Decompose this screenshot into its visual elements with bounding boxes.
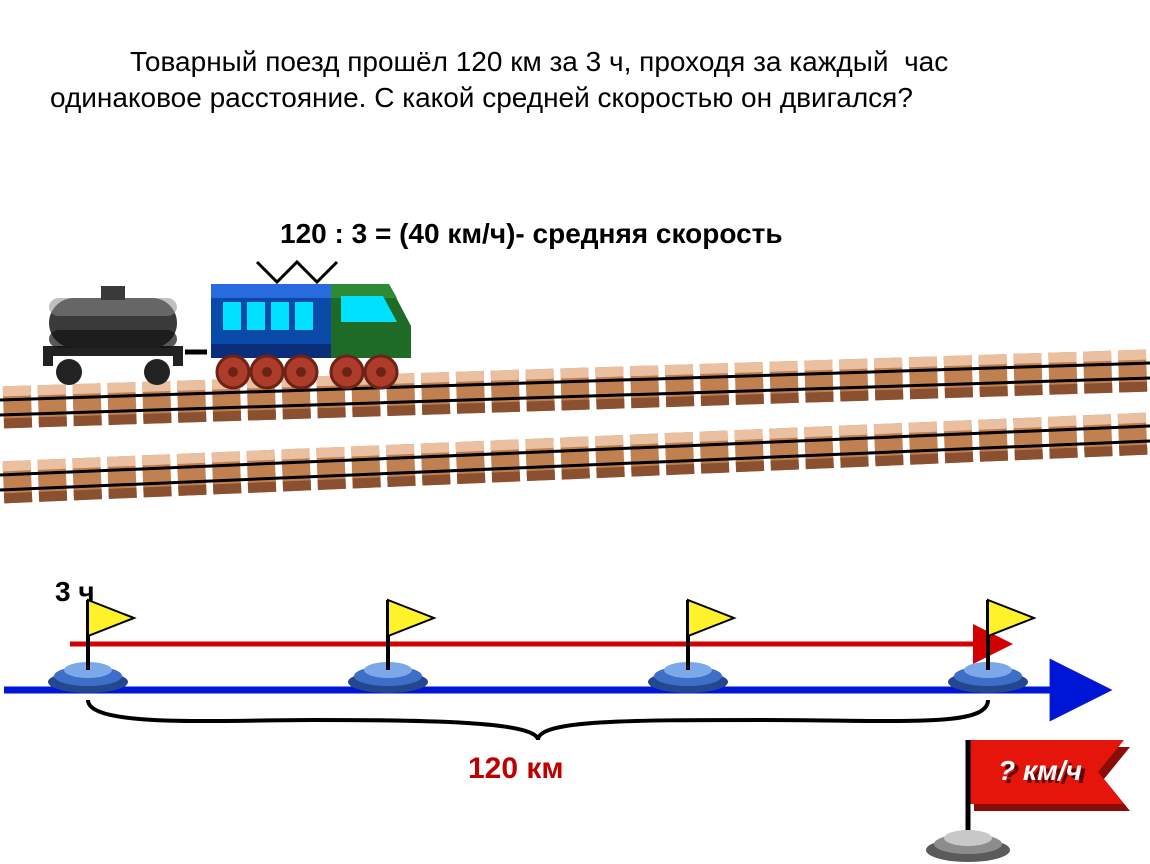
tank-car (43, 286, 183, 385)
answer-flag-text: ? км/ч (998, 755, 1082, 786)
locomotive (211, 262, 411, 388)
time-label: 3 ч (55, 576, 95, 608)
answer-flag: ? км/ч ? км/ч (926, 740, 1130, 862)
railway (0, 350, 1150, 504)
distance-label: 120 км (468, 752, 564, 786)
scene-svg: ? км/ч ? км/ч (0, 0, 1150, 864)
train (43, 262, 411, 388)
distance-brace (88, 700, 988, 740)
